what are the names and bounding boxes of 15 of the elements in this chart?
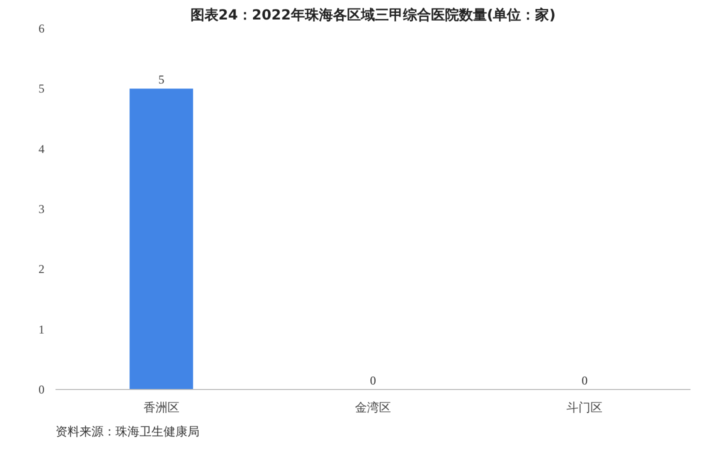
y-tick-label: 1 xyxy=(38,322,44,336)
chart-title: 图表24：2022年珠海各区域三甲综合医院数量(单位：家) xyxy=(190,6,556,24)
y-tick-label: 5 xyxy=(38,82,44,96)
data-label: 0 xyxy=(582,374,588,388)
y-tick-label: 0 xyxy=(38,382,44,396)
data-label: 0 xyxy=(370,374,376,388)
y-tick-label: 2 xyxy=(38,262,44,276)
x-tick-label: 斗门区 xyxy=(566,400,603,414)
y-tick-label: 4 xyxy=(38,142,44,156)
data-label: 5 xyxy=(158,72,164,87)
x-tick-label: 香洲区 xyxy=(143,400,180,414)
y-tick-label: 6 xyxy=(38,22,44,36)
text: 资料来源：珠海卫生健康局 xyxy=(56,424,200,438)
x-tick-label: 金湾区 xyxy=(355,400,391,414)
y-tick-label: 3 xyxy=(38,202,44,216)
